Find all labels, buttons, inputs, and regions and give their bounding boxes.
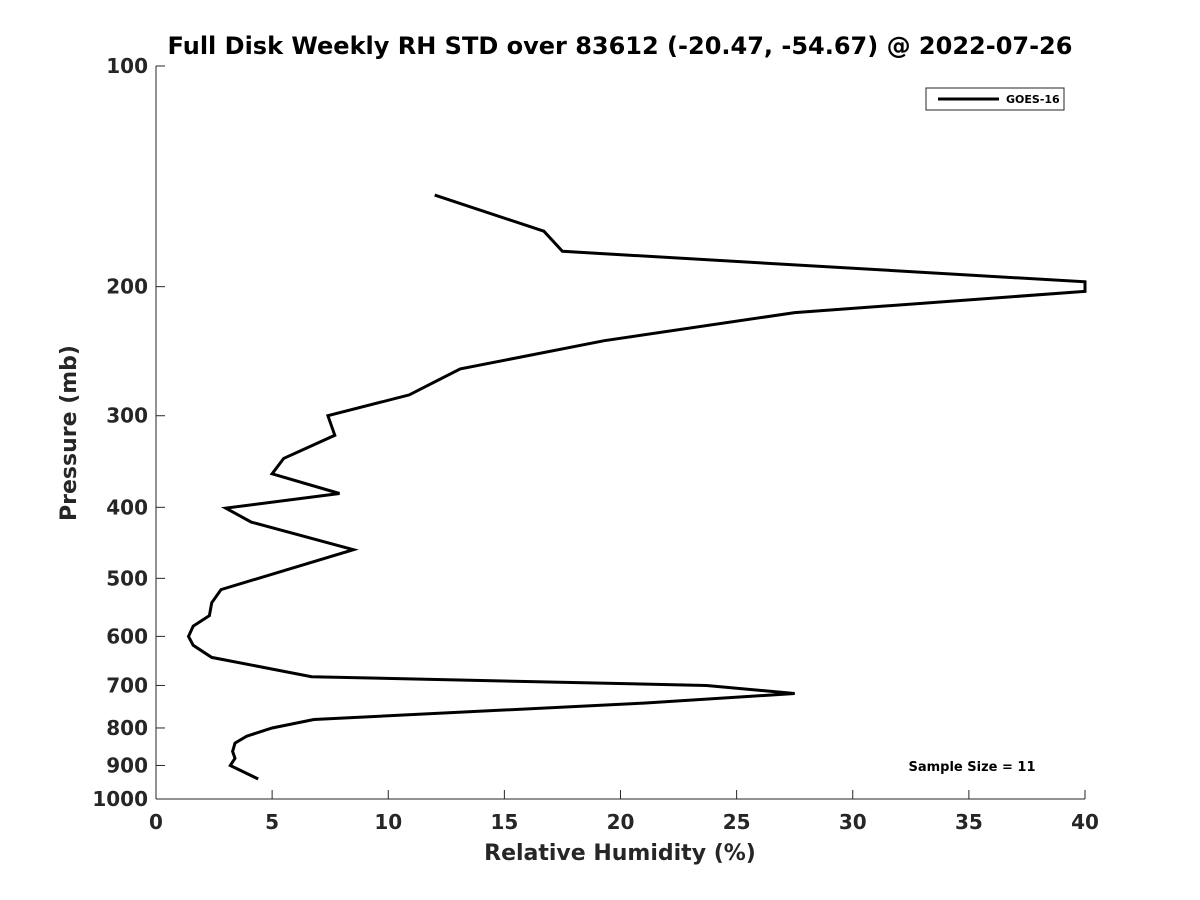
chart-title: Full Disk Weekly RH STD over 83612 (-20.… [168, 32, 1073, 60]
y-tick-label: 800 [106, 716, 148, 740]
y-tick-label: 100 [106, 54, 148, 78]
x-tick-label: 40 [1071, 810, 1099, 834]
axes: 0 5 10 15 20 25 30 35 40 100 200 300 400 500 600 700 800… [92, 54, 1099, 834]
x-tick-label: 0 [149, 810, 163, 834]
x-tick-label: 20 [607, 810, 635, 834]
y-tick-label: 400 [106, 495, 148, 519]
x-tick-label: 5 [265, 810, 279, 834]
y-tick-label: 200 [106, 275, 148, 299]
legend: GOES-16 [925, 87, 1065, 111]
y-tick-label: 1000 [92, 787, 148, 811]
x-tick-label: 10 [374, 810, 402, 834]
y-tick-label: 700 [106, 673, 148, 697]
y-tick-label: 600 [106, 624, 148, 648]
y-tick-label: 500 [106, 566, 148, 590]
x-tick-label: 15 [490, 810, 518, 834]
y-axis-label: Pressure (mb) [57, 345, 82, 521]
y-tick-label: 300 [106, 404, 148, 428]
series-layer [186, 193, 1087, 781]
legend-label: GOES-16 [1006, 93, 1060, 106]
x-tick-label: 35 [955, 810, 983, 834]
x-tick-label: 30 [839, 810, 867, 834]
series-line-goes-16 [186, 193, 1087, 781]
sample-size-annotation: Sample Size = 11 [908, 760, 1035, 775]
y-tick-label: 900 [106, 753, 148, 777]
x-axis-label: Relative Humidity (%) [484, 841, 756, 866]
x-tick-label: 25 [723, 810, 751, 834]
